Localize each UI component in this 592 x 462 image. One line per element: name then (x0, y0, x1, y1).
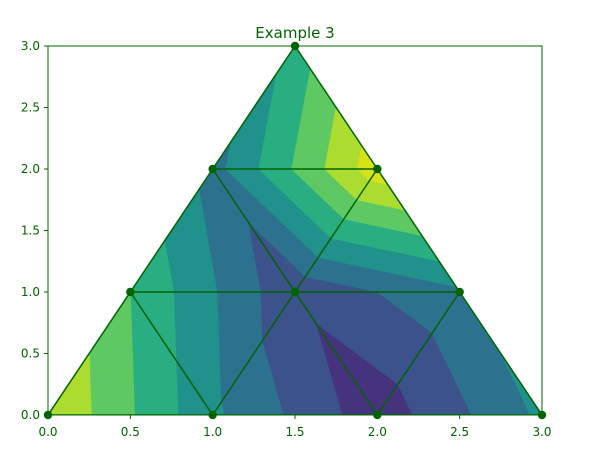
x-tick-label: 1.5 (285, 425, 304, 439)
triangle-mesh (48, 46, 542, 415)
contour-fill-layer (48, 46, 542, 415)
y-tick-label: 1.0 (21, 285, 40, 299)
x-tick-label: 1.0 (203, 425, 222, 439)
mesh-edge (212, 46, 296, 170)
mesh-edge (212, 291, 296, 415)
mesh-node (373, 164, 382, 174)
mesh-edge (294, 291, 378, 415)
y-tick-label: 0.0 (21, 408, 40, 422)
mesh-edge (212, 168, 296, 293)
mesh-edge (459, 291, 542, 415)
y-tick-label: 0.5 (21, 347, 40, 361)
y-tick-label: 3.0 (21, 39, 40, 53)
mesh-edge (294, 168, 378, 293)
contour-band-0-5 (88, 291, 135, 415)
mesh-node (455, 287, 464, 297)
mesh-node (290, 287, 300, 297)
mesh-edge (376, 168, 461, 293)
y-axis: 0.0 0.5 1.0 1.5 2.0 2.5 3.0 (21, 39, 48, 422)
mesh-edge (48, 291, 131, 415)
x-tick-label: 3.0 (532, 425, 551, 439)
mesh-edge (129, 168, 214, 293)
mesh-edge (294, 46, 378, 170)
x-axis: 0.0 0.5 1.0 1.5 2.0 2.5 3.0 (38, 415, 552, 439)
mesh-edge (376, 291, 461, 415)
mesh-node (126, 287, 135, 297)
mesh-edge (129, 291, 214, 415)
x-tick-label: 2.5 (450, 425, 469, 439)
chart-title: Example 3 (255, 24, 334, 42)
mesh-node (208, 164, 217, 174)
x-tick-label: 0.0 (38, 425, 57, 439)
y-tick-label: 2.0 (21, 162, 40, 176)
x-tick-label: 2.0 (368, 425, 387, 439)
x-tick-label: 0.5 (121, 425, 140, 439)
y-tick-label: 2.5 (21, 101, 40, 115)
y-tick-label: 1.5 (21, 224, 40, 238)
